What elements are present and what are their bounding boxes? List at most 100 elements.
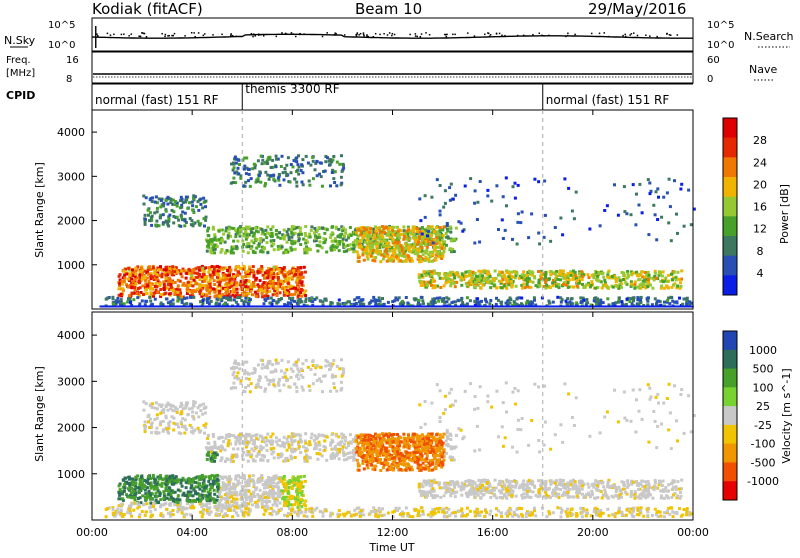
power-cell — [272, 174, 275, 177]
power-cell — [298, 237, 301, 240]
noise-search-point — [293, 33, 295, 35]
power-cell — [176, 299, 179, 302]
power-cell — [532, 281, 535, 284]
power-cell — [166, 298, 169, 301]
power-cell — [521, 211, 524, 214]
power-cell — [480, 270, 483, 273]
power-cell — [525, 301, 528, 304]
power-cell — [284, 279, 287, 282]
power-cell — [154, 201, 157, 204]
noise-search-point — [110, 34, 112, 36]
noise-search-point — [366, 35, 368, 37]
power-cell — [361, 248, 364, 251]
velocity-cell — [304, 480, 307, 483]
velocity-cell — [198, 488, 201, 491]
power-cell — [556, 296, 559, 299]
velocity-cell — [165, 475, 168, 478]
power-cell — [460, 298, 463, 301]
power-cell — [259, 271, 262, 274]
power-cell — [289, 181, 292, 184]
velocity-cell — [225, 492, 228, 495]
power-cell — [549, 273, 552, 276]
power-cell — [675, 213, 678, 216]
velocity-cell — [235, 475, 238, 478]
power-cell — [635, 193, 638, 196]
power-cell — [159, 288, 162, 291]
power-cell — [338, 299, 341, 302]
power-cell — [213, 233, 216, 236]
power-cell — [164, 274, 167, 277]
power-cell — [144, 220, 147, 223]
power-cell — [160, 275, 163, 278]
power-cell — [386, 234, 389, 237]
velocity-cell — [243, 474, 246, 477]
power-cell — [162, 287, 165, 290]
velocity-cell — [208, 502, 211, 505]
power-colorbar-swatch — [723, 157, 737, 177]
power-cell — [406, 302, 409, 305]
power-cell — [212, 288, 215, 291]
power-cell — [519, 221, 522, 224]
noise-search-point — [488, 33, 490, 35]
power-cell — [581, 275, 584, 278]
power-cell — [309, 235, 312, 238]
power-cell — [324, 160, 327, 163]
power-cell — [266, 270, 269, 273]
power-cell — [669, 205, 672, 208]
power-cell — [383, 303, 386, 306]
power-cell — [328, 160, 331, 163]
power-cell — [606, 204, 609, 207]
power-cell — [430, 300, 433, 303]
power-cell — [222, 273, 225, 276]
power-cell — [678, 278, 681, 281]
power-cell — [142, 195, 145, 198]
power-cell — [205, 216, 208, 219]
power-cell — [250, 231, 253, 234]
velocity-cell — [232, 497, 235, 500]
power-cell — [144, 223, 147, 226]
cpid-segment-label: normal (fast) 151 RF — [95, 93, 219, 107]
power-cell — [374, 229, 377, 232]
power-cell — [176, 216, 179, 219]
power-cell — [526, 280, 529, 283]
power-cell — [413, 243, 416, 246]
noise-search-point — [168, 35, 170, 37]
noise-search-point — [113, 34, 115, 36]
power-colorbar-tick: 8 — [757, 245, 764, 258]
noise-search-point — [232, 35, 234, 37]
power-cell — [292, 225, 295, 228]
power-cell — [251, 293, 254, 296]
power-cell — [280, 271, 283, 274]
velocity-panel: Slant Range [km] 1000 2000 3000 4000 100… — [33, 312, 793, 520]
power-cell — [372, 296, 375, 299]
power-cell — [166, 220, 169, 223]
power-cell — [358, 260, 361, 263]
power-cell — [262, 281, 265, 284]
power-cell — [481, 274, 484, 277]
noise-search-point — [230, 33, 232, 35]
power-cell — [259, 279, 262, 282]
power-cell — [277, 276, 280, 279]
power-cell — [399, 259, 402, 262]
power-cell — [308, 233, 311, 236]
velocity-cell — [219, 490, 222, 493]
power-cell — [597, 299, 600, 302]
power-cell — [453, 276, 456, 279]
power-cell — [312, 177, 315, 180]
power-cell — [304, 289, 307, 292]
power-cell — [634, 223, 637, 226]
power-cell — [602, 276, 605, 279]
power-cell — [355, 243, 358, 246]
power-cell — [329, 163, 332, 166]
power-cell — [397, 230, 400, 233]
power-cell — [421, 233, 424, 236]
power-cell — [500, 286, 503, 289]
power-cell — [340, 154, 343, 157]
power-cell — [360, 230, 363, 233]
power-cell — [585, 298, 588, 301]
power-cell — [287, 282, 290, 285]
power-cell — [381, 297, 384, 300]
noise-search-point — [420, 36, 422, 38]
power-cell — [212, 271, 215, 274]
power-colorbar-tick: 28 — [753, 134, 767, 147]
